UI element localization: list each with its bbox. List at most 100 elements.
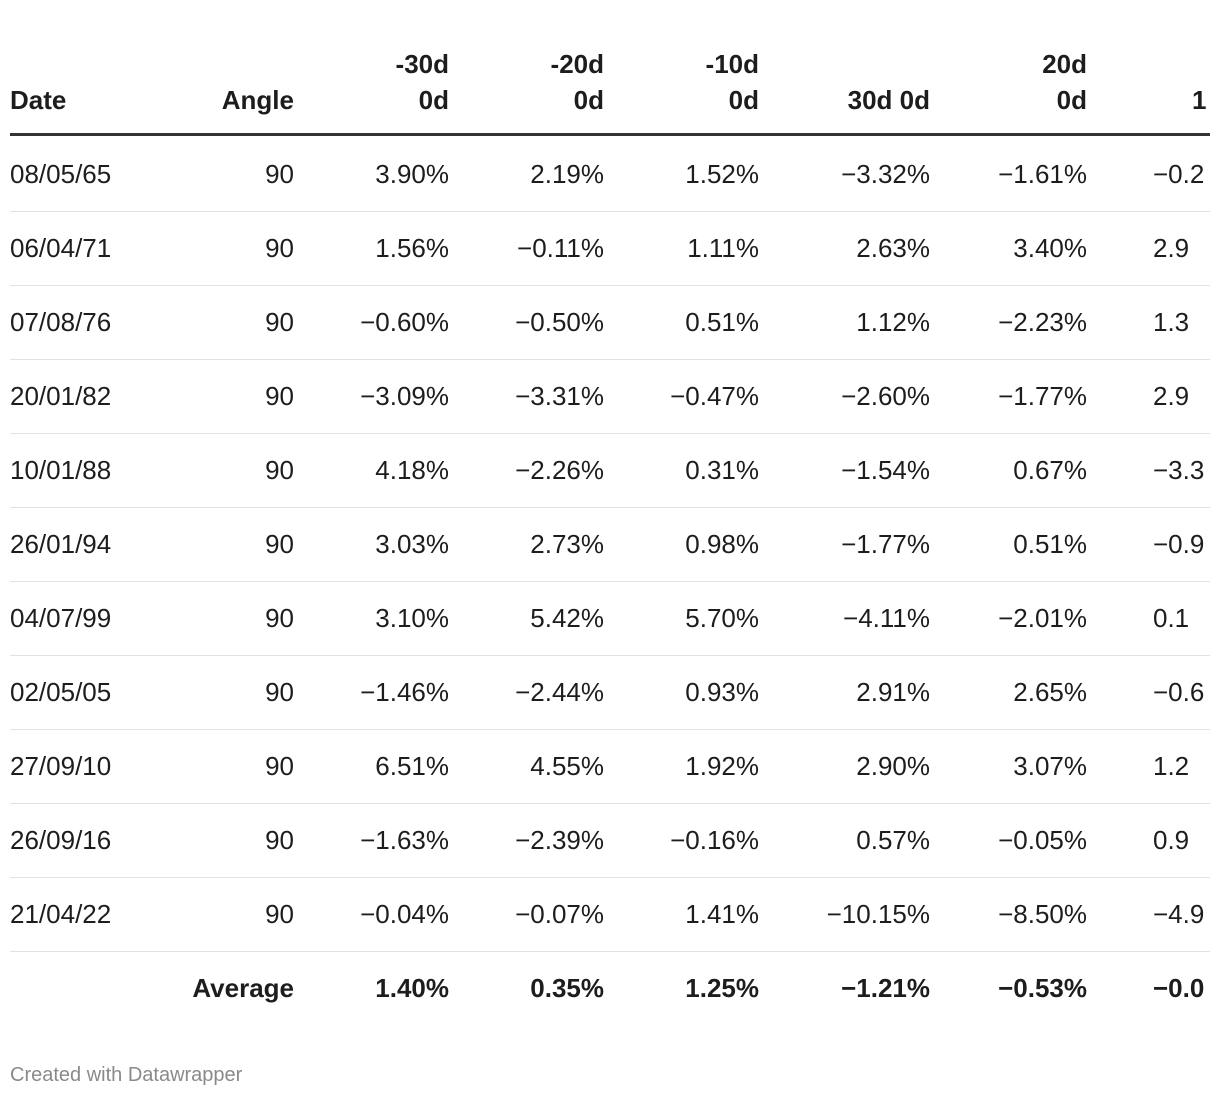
value-cell: −0.60% <box>360 307 449 337</box>
row-separator <box>10 729 1210 730</box>
average-cell: −0.0 <box>1153 973 1205 1003</box>
value-cell: −1.54% <box>841 455 930 485</box>
column-header: -20d 0d <box>550 49 604 115</box>
value-cell: 3.07% <box>1013 751 1087 781</box>
value-cell: 2.9 <box>1153 233 1190 263</box>
value-cell: 0.51% <box>1013 529 1087 559</box>
column-header: -10d 0d <box>705 49 759 115</box>
value-cell: −0.2 <box>1153 159 1205 189</box>
value-cell: 0.93% <box>685 677 759 707</box>
value-cell: −10.15% <box>826 899 930 929</box>
row-separator <box>10 655 1210 656</box>
row-separator <box>10 877 1210 878</box>
column-header: 1 <box>1192 85 1207 115</box>
value-cell: −1.77% <box>998 381 1087 411</box>
value-cell: 90 <box>265 381 294 411</box>
value-cell: −1.63% <box>360 825 449 855</box>
value-cell: 90 <box>265 233 294 263</box>
value-cell: −2.44% <box>515 677 604 707</box>
value-cell: 2.19% <box>530 159 604 189</box>
value-cell: 1.3 <box>1153 307 1190 337</box>
value-cell: 0.67% <box>1013 455 1087 485</box>
footer: Created with Datawrapper <box>10 1064 243 1086</box>
value-cell: 5.42% <box>530 603 604 633</box>
value-cell: 0.57% <box>856 825 930 855</box>
date-cell: 07/08/76 <box>10 307 112 337</box>
value-cell: 2.9 <box>1153 381 1190 411</box>
date-cell: 27/09/10 <box>10 751 112 781</box>
value-cell: 2.91% <box>856 677 930 707</box>
value-cell: 3.40% <box>1013 233 1087 263</box>
value-cell: −1.46% <box>360 677 449 707</box>
row-separator <box>10 211 1210 212</box>
row-separator <box>10 951 1210 952</box>
value-cell: 90 <box>265 603 294 633</box>
column-header: Angle <box>221 85 294 115</box>
value-cell: −4.9 <box>1153 899 1205 929</box>
value-cell: 2.73% <box>530 529 604 559</box>
value-cell: 0.51% <box>685 307 759 337</box>
date-cell: 04/07/99 <box>10 603 112 633</box>
value-cell: 0.31% <box>685 455 759 485</box>
column-header: 30d 0d <box>847 85 930 115</box>
date-cell: 06/04/71 <box>10 233 112 263</box>
value-cell: −8.50% <box>998 899 1087 929</box>
value-cell: −0.9 <box>1153 529 1205 559</box>
value-cell: −1.77% <box>841 529 930 559</box>
value-cell: 0.98% <box>685 529 759 559</box>
value-cell: −3.32% <box>841 159 930 189</box>
row-separator <box>10 581 1210 582</box>
value-cell: 1.11% <box>687 233 759 263</box>
value-cell: −0.05% <box>998 825 1087 855</box>
value-cell: 3.90% <box>375 159 449 189</box>
value-cell: 90 <box>265 159 294 189</box>
value-cell: 1.56% <box>375 233 449 263</box>
value-cell: 1.2 <box>1153 751 1190 781</box>
value-cell: 2.63% <box>856 233 930 263</box>
value-cell: −3.3 <box>1153 455 1205 485</box>
value-cell: 1.52% <box>685 159 759 189</box>
value-cell: 90 <box>265 751 294 781</box>
value-cell: 90 <box>265 307 294 337</box>
row-separator <box>10 285 1210 286</box>
value-cell: −0.50% <box>515 307 604 337</box>
value-cell: 3.03% <box>375 529 449 559</box>
value-cell: −0.47% <box>670 381 759 411</box>
value-cell: −2.26% <box>515 455 604 485</box>
value-cell: 90 <box>265 899 294 929</box>
column-header: Date <box>10 85 67 115</box>
value-cell: 2.65% <box>1013 677 1087 707</box>
date-cell: 08/05/65 <box>10 159 112 189</box>
value-cell: −0.04% <box>360 899 449 929</box>
average-cell: 0.35% <box>530 973 604 1003</box>
column-header: -30d 0d <box>395 49 449 115</box>
date-cell: 26/01/94 <box>10 529 112 559</box>
value-cell: −0.07% <box>515 899 604 929</box>
value-cell: 90 <box>265 529 294 559</box>
value-cell: −2.23% <box>998 307 1087 337</box>
value-cell: −2.01% <box>998 603 1087 633</box>
date-cell: 02/05/05 <box>10 677 112 707</box>
value-cell: 0.9 <box>1153 825 1190 855</box>
value-cell: −3.31% <box>515 381 604 411</box>
value-cell: 4.18% <box>375 455 449 485</box>
value-cell: 1.12% <box>856 307 930 337</box>
value-cell: 90 <box>265 677 294 707</box>
average-cell: −0.53% <box>998 973 1087 1003</box>
value-cell: 2.90% <box>856 751 930 781</box>
value-cell: −0.6 <box>1153 677 1205 707</box>
value-cell: 6.51% <box>375 751 449 781</box>
value-cell: 4.55% <box>530 751 604 781</box>
row-separator <box>10 359 1210 360</box>
row-separator <box>10 433 1210 434</box>
column-header: 20d 0d <box>1042 49 1087 115</box>
value-cell: −0.16% <box>670 825 759 855</box>
row-separator <box>10 507 1210 508</box>
value-cell: 5.70% <box>685 603 759 633</box>
value-cell: 3.10% <box>375 603 449 633</box>
header-row: Date Angle -30d 0d -20d 0d -10d 0d 30d 0d 20d … <box>0 40 1210 118</box>
value-cell: 90 <box>265 455 294 485</box>
header-rule <box>10 133 1210 136</box>
value-cell: 1.92% <box>685 751 759 781</box>
